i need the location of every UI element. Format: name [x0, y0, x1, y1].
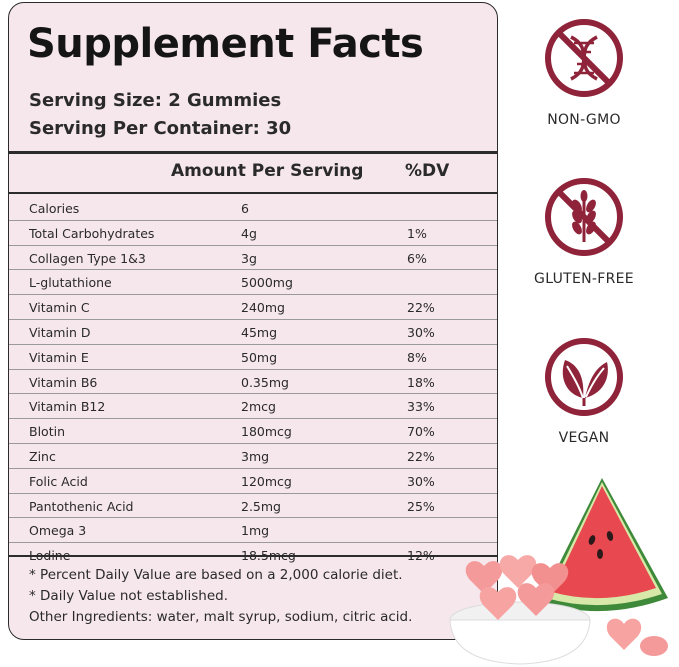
nutrient-name: Vitamin B6	[29, 374, 98, 390]
nutrient-amount: 2mcg	[241, 399, 276, 415]
product-illustration	[449, 478, 668, 665]
servings-per-container: Serving Per Container: 30	[29, 118, 292, 139]
nutrient-amount: 4g	[241, 225, 257, 241]
dna-icon	[545, 19, 623, 97]
gummy-heart	[606, 618, 642, 650]
table-row: Omega 3 1mg	[9, 518, 497, 544]
table-row: Vitamin B12 2mcg 33%	[9, 394, 497, 420]
nutrient-amount: 45mg	[241, 324, 278, 340]
table-row: Calories 6	[9, 196, 497, 221]
dv-column-header: %DV	[405, 161, 450, 181]
table-row: Folic Acid 120mcg 30%	[9, 469, 497, 494]
table-row: Vitamin B6 0.35mg 18%	[9, 370, 497, 395]
nutrient-name: Blotin	[29, 424, 65, 440]
nutrient-amount: 5000mg	[241, 275, 293, 291]
nutrient-dv: 1%	[407, 225, 427, 241]
leaf-icon	[545, 338, 623, 416]
footnote-not-established: * Daily Value not established.	[29, 588, 228, 604]
nutrient-amount: 0.35mg	[241, 374, 289, 390]
nutrient-dv: 25%	[407, 498, 435, 514]
wheat-icon	[545, 178, 623, 256]
nutrient-dv: 30%	[407, 324, 435, 340]
nutrient-name: Collagen Type 1&3	[29, 250, 146, 266]
page-title: Supplement Facts	[27, 21, 424, 67]
divider-bottom	[9, 555, 497, 557]
nutrient-amount: 240mg	[241, 300, 285, 316]
gummies-bowl	[449, 555, 591, 665]
nutrient-amount: 3g	[241, 250, 257, 266]
amount-column-header: Amount Per Serving	[171, 161, 364, 181]
nutrient-name: Total Carbohydrates	[29, 225, 155, 241]
nutrient-amount: 50mg	[241, 349, 278, 365]
nutrient-amount: 1mg	[241, 523, 270, 539]
gummy-piece	[640, 636, 668, 656]
nutrient-name: L-glutathione	[29, 275, 112, 291]
serving-size: Serving Size: 2 Gummies	[29, 90, 282, 111]
nutrient-name: Omega 3	[29, 523, 87, 539]
nutrient-name: Vitamin E	[29, 349, 89, 365]
table-row: Total Carbohydrates 4g 1%	[9, 221, 497, 246]
nutrient-name: Pantothenic Acid	[29, 498, 134, 514]
table-row: Collagen Type 1&3 3g 6%	[9, 246, 497, 271]
nutrient-amount: 6	[241, 201, 249, 216]
nutrient-amount: 3mg	[241, 448, 270, 464]
divider-thick	[9, 151, 497, 154]
nutrient-name: Vitamin B12	[29, 399, 106, 415]
table-row: Vitamin C 240mg 22%	[9, 295, 497, 320]
nutrient-name: Folic Acid	[29, 473, 88, 489]
vegan-label: VEGAN	[558, 430, 610, 446]
nutrient-dv: 18%	[407, 374, 435, 390]
table-row: L-glutathione 5000mg	[9, 270, 497, 296]
nutrient-table: Calories 6 Total Carbohydrates 4g 1% Collag…	[9, 196, 497, 567]
nutrient-dv: 33%	[407, 399, 435, 415]
nutrient-dv: 70%	[407, 424, 435, 440]
nutrient-dv: 8%	[407, 349, 427, 365]
other-ingredients: Other Ingredients: water, malt syrup, so…	[29, 609, 413, 625]
nutrient-name: Vitamin D	[29, 324, 91, 340]
nutrient-amount: 2.5mg	[241, 498, 281, 514]
gluten-free-label: GLUTEN-FREE	[534, 271, 634, 287]
nutrient-dv: 6%	[407, 250, 427, 266]
nutrient-amount: 180mcg	[241, 424, 292, 440]
table-row: Zinc 3mg 22%	[9, 444, 497, 469]
table-row: Pantothenic Acid 2.5mg 25%	[9, 494, 497, 519]
nutrient-amount: 120mcg	[241, 473, 292, 489]
table-row: Vitamin D 45mg 30%	[9, 320, 497, 345]
supplement-facts-panel: Supplement Facts Serving Size: 2 Gummies…	[8, 2, 498, 640]
footnote-dv-basis: * Percent Daily Value are based on a 2,0…	[29, 567, 403, 583]
nutrient-name: Zinc	[29, 448, 56, 464]
non-gmo-label: NON-GMO	[547, 112, 621, 128]
nutrient-dv: 30%	[407, 473, 435, 489]
nutrient-dv: 22%	[407, 300, 435, 316]
table-row: Blotin 180mcg 70%	[9, 419, 497, 444]
table-row: Vitamin E 50mg 8%	[9, 345, 497, 370]
nutrient-dv: 22%	[407, 448, 435, 464]
nutrient-name: Calories	[29, 201, 80, 216]
nutrient-name: Vitamin C	[29, 300, 90, 316]
divider-header	[9, 192, 497, 194]
watermelon-slice	[540, 478, 668, 612]
